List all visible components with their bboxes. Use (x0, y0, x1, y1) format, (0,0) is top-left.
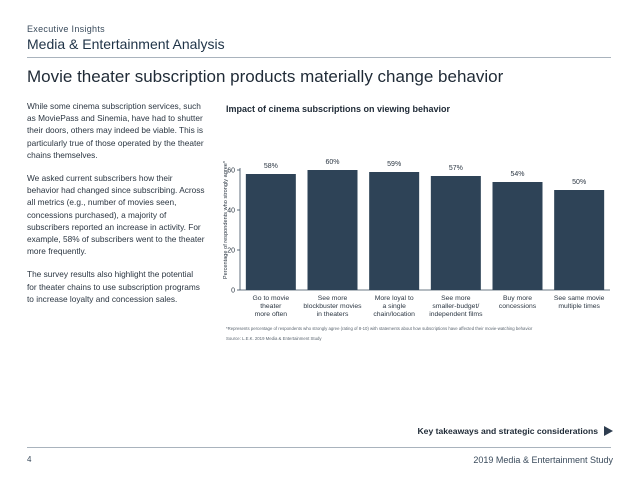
page-headline: Movie theater subscription products mate… (27, 67, 504, 86)
x-tick-label: blockbuster movies (303, 303, 362, 310)
x-tick-label: a single (382, 303, 406, 310)
y-tick-label: 40 (227, 208, 235, 215)
body-paragraph: We asked current subscribers how their b… (27, 173, 205, 257)
y-tick-label: 20 (227, 248, 235, 255)
bar (369, 172, 420, 290)
x-tick-label: Go to movie (253, 295, 290, 302)
x-tick-label: smaller-budget/ (432, 303, 479, 310)
bar-data-label: 59% (387, 161, 401, 168)
chart-source: Source: L.E.K. 2019 Media & Entertainmen… (226, 336, 322, 341)
x-tick-label: concessions (499, 303, 537, 310)
bar-data-label: 57% (449, 165, 463, 172)
bar (307, 170, 358, 290)
x-tick-label: More loyal to (375, 295, 414, 302)
bar-data-label: 50% (572, 179, 586, 186)
bar-data-label: 60% (325, 159, 339, 166)
bar (492, 182, 543, 290)
bar (245, 174, 296, 290)
x-tick-label: See more (441, 295, 471, 302)
bar-chart: Percentage of respondents who strongly a… (223, 159, 610, 318)
bar (554, 190, 605, 290)
x-tick-label: independent films (429, 311, 483, 318)
page-number: 4 (27, 455, 32, 464)
y-axis-label: Percentage of respondents who strongly a… (223, 160, 229, 279)
bar (430, 176, 481, 290)
key-takeaways-link[interactable]: Key takeaways and strategic consideratio… (417, 426, 613, 436)
key-takeaways-label: Key takeaways and strategic consideratio… (417, 426, 598, 436)
chart-footnote: *Represents percentage of respondents wh… (226, 326, 533, 331)
body-paragraph: The survey results also highlight the po… (27, 269, 200, 304)
footer-title: 2019 Media & Entertainment Study (473, 455, 613, 465)
x-tick-label: See same movie (554, 295, 605, 302)
footer-divider (27, 447, 611, 448)
body-paragraph: While some cinema subscription services,… (27, 101, 204, 160)
arrow-right-icon (604, 426, 613, 436)
x-tick-label: theater (260, 303, 282, 310)
y-tick-label: 0 (231, 288, 235, 295)
x-tick-label: See more (318, 295, 348, 302)
x-tick-label: more often (255, 311, 288, 318)
bar-data-label: 54% (510, 171, 524, 178)
header-divider (27, 57, 611, 58)
x-tick-label: chain/location (373, 311, 415, 318)
bar-data-label: 58% (264, 163, 278, 170)
x-tick-label: Buy more (503, 295, 532, 302)
y-tick-label: 60 (227, 168, 235, 175)
chart-title: Impact of cinema subscriptions on viewin… (226, 104, 451, 114)
body-text: While some cinema subscription services,… (27, 100, 205, 316)
eyebrow-label: Executive Insights (27, 24, 105, 34)
section-title: Media & Entertainment Analysis (27, 36, 225, 52)
x-tick-label: in theaters (317, 311, 349, 318)
x-tick-label: multiple times (558, 303, 600, 310)
